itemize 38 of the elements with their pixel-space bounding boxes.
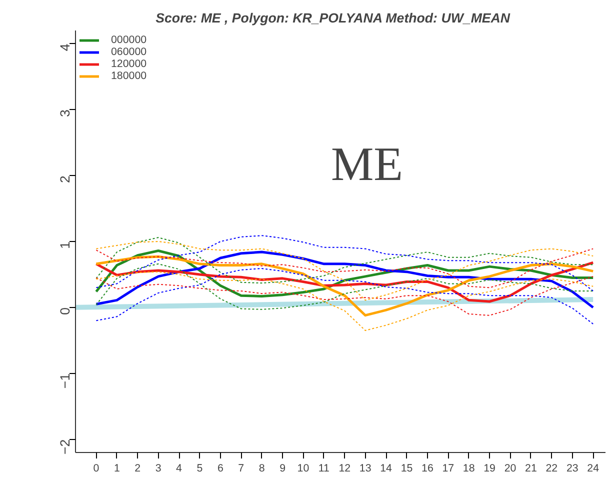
x-tick-label: 9	[280, 462, 286, 474]
legend-label: 060000	[111, 46, 147, 58]
x-tick-label: 19	[484, 462, 496, 474]
x-tick-label: 11	[318, 462, 330, 474]
x-tick-label: 24	[587, 462, 600, 474]
x-tick-label: 5	[196, 462, 203, 474]
y-tick-label: 3	[58, 110, 72, 118]
y-tick-label: 2	[58, 176, 72, 183]
y-tick-label: 1	[58, 241, 72, 249]
x-tick-label: 21	[525, 462, 537, 474]
x-tick-label: 20	[504, 462, 516, 474]
legend-label: 000000	[111, 34, 147, 46]
x-tick-label: 15	[400, 462, 413, 474]
x-tick-label: 16	[422, 462, 434, 474]
x-tick-label: 2	[134, 462, 141, 474]
x-tick-label: 3	[155, 462, 162, 474]
x-tick-label: 12	[338, 462, 351, 474]
x-tick-label: 17	[442, 462, 454, 474]
x-tick-label: 1	[114, 462, 120, 474]
x-tick-label: 14	[380, 462, 392, 474]
x-tick-label: 13	[359, 462, 372, 474]
x-tick-label: 7	[238, 462, 244, 474]
x-tick-label: 0	[93, 462, 100, 474]
x-tick-label: 4	[176, 462, 182, 474]
y-tick-label: −2	[58, 439, 72, 455]
legend-label: 120000	[111, 58, 147, 70]
legend-label: 180000	[111, 70, 147, 82]
x-tick-label: 22	[546, 462, 558, 474]
y-tick-label: 0	[58, 307, 72, 315]
chart-title: Score: ME , Polygon: KR_POLYANA Method: UW_MEAN	[156, 10, 510, 26]
x-tick-label: 6	[217, 462, 224, 474]
annotation: ME	[331, 138, 403, 191]
x-tick-label: 8	[258, 462, 265, 474]
x-tick-label: 23	[566, 462, 578, 474]
x-tick-label: 18	[462, 462, 475, 474]
y-tick-label: 4	[58, 43, 72, 52]
y-tick-label: −1	[58, 373, 72, 389]
x-tick-label: 10	[297, 462, 310, 474]
